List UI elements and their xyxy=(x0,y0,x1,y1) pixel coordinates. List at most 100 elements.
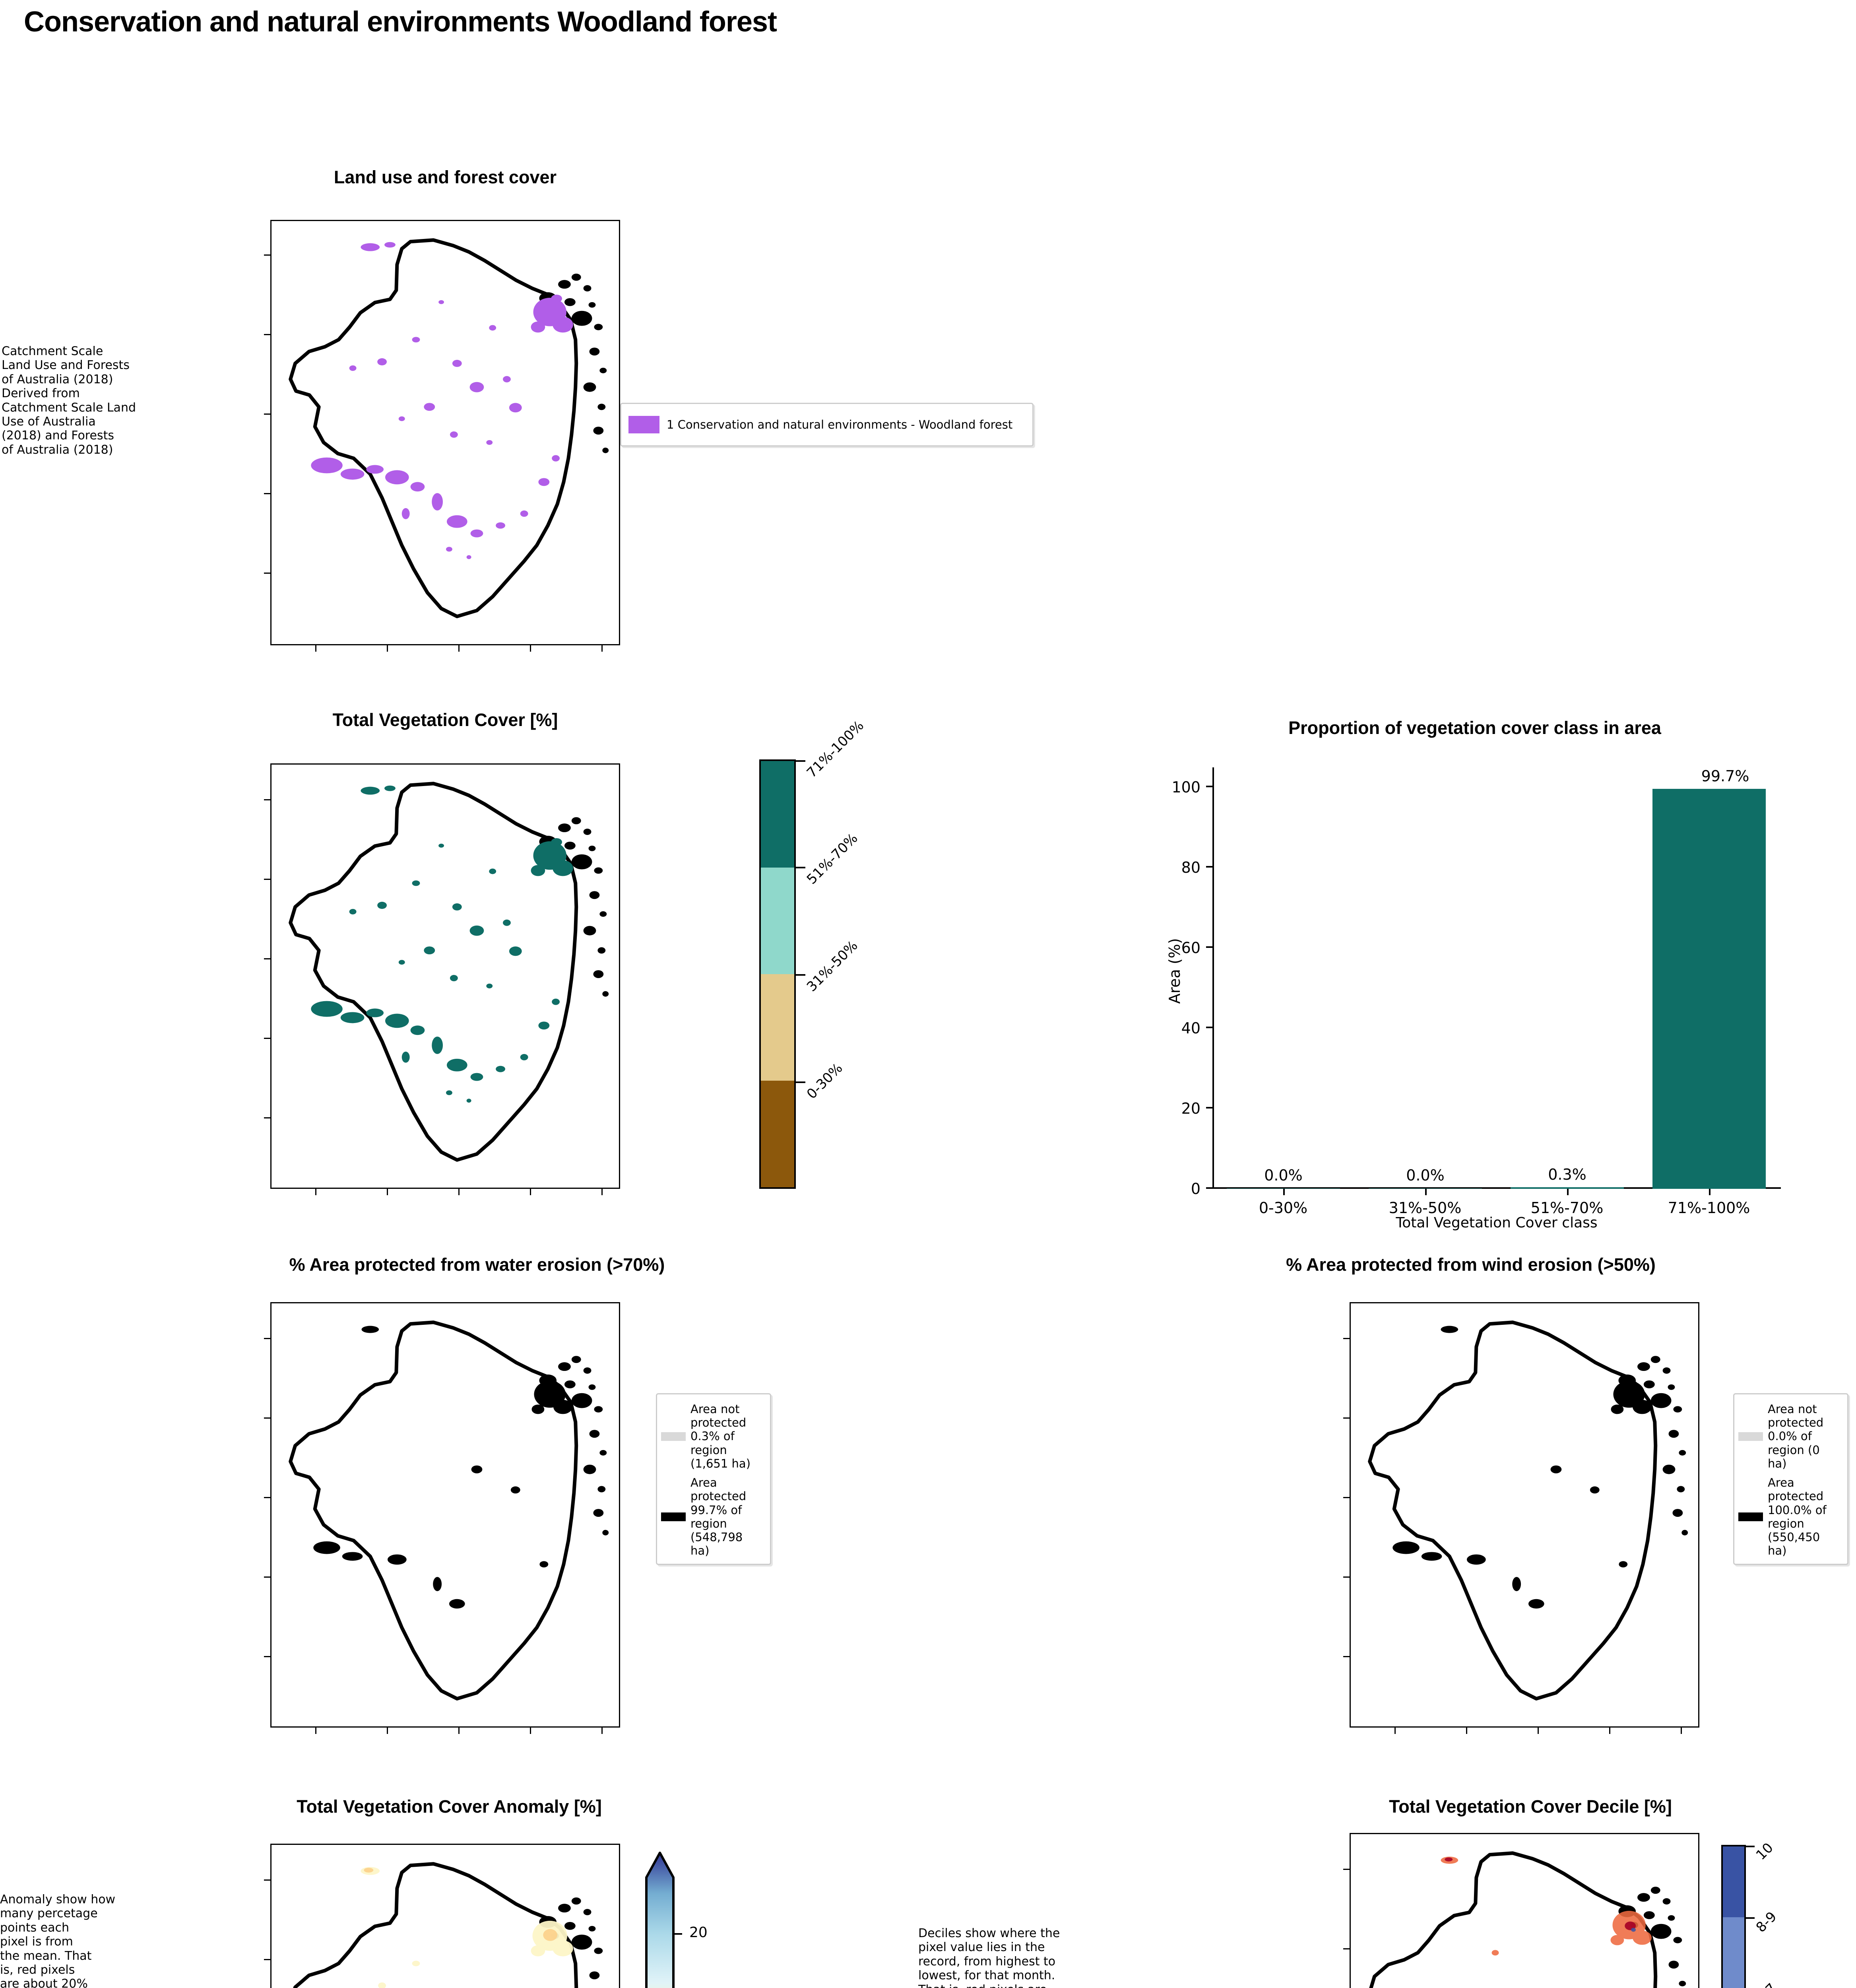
map-tick xyxy=(264,1038,270,1039)
decile-colorbar-label-8-9: 8-9 xyxy=(1753,1908,1780,1936)
water-erosion-map[interactable] xyxy=(270,1302,620,1728)
anomaly-note: Anomaly show how many percetage points e… xyxy=(0,1893,116,1988)
colorbar-tick xyxy=(796,1081,805,1083)
landuse-panel-title: Land use and forest cover xyxy=(334,167,557,187)
decile-map-graphic xyxy=(1369,1851,1686,1988)
vegcover-map[interactable] xyxy=(270,763,620,1189)
legend-swatch-not-protected xyxy=(661,1432,686,1441)
bar-0[interactable] xyxy=(1227,1188,1340,1189)
y-tick xyxy=(1206,786,1212,787)
barchart-plot[interactable]: 0 20 40 60 80 100 0-30% 31%-50% 51%-70% … xyxy=(1171,767,1781,1217)
map-tick xyxy=(1343,1497,1350,1498)
decile-colorbar[interactable] xyxy=(1721,1845,1746,1988)
bar-1[interactable] xyxy=(1369,1188,1482,1189)
map-tick xyxy=(458,645,460,652)
landuse-legend-label: 1 Conservation and natural environments … xyxy=(667,417,1013,431)
map-tick xyxy=(315,1189,316,1195)
map-tick xyxy=(264,958,270,959)
wind-erosion-map[interactable] xyxy=(1350,1302,1699,1728)
landuse-map[interactable] xyxy=(270,220,620,645)
bar-value-label-0: 0.0% xyxy=(1264,1167,1303,1184)
map-tick xyxy=(264,1117,270,1118)
decile-map[interactable] xyxy=(1350,1833,1699,1988)
anomaly-colorbar-graphic xyxy=(645,1852,675,1988)
map-tick xyxy=(601,1728,603,1734)
legend-row-not-protected: Area not protected 0.3% of region (1,651… xyxy=(661,1402,764,1470)
bar-value-label-3: 99.7% xyxy=(1701,767,1749,785)
wind-erosion-legend[interactable]: Area not protected 0.0% of region (0 ha)… xyxy=(1733,1393,1848,1565)
legend-text-protected: Area protected 100.0% of region (550,450… xyxy=(1768,1476,1827,1558)
x-tick-label-0: 0-30% xyxy=(1259,1199,1308,1217)
landuse-source-note: Catchment Scale Land Use and Forests of … xyxy=(2,344,136,457)
map-tick xyxy=(530,1189,531,1195)
water-erosion-legend[interactable]: Area not protected 0.3% of region (1,651… xyxy=(656,1393,771,1565)
map-tick xyxy=(601,645,603,652)
legend-text-not-protected: Area not protected 0.0% of region (0 ha) xyxy=(1768,1402,1824,1470)
y-tick-label-0: 0 xyxy=(1191,1180,1200,1198)
colorbar-tick xyxy=(673,1933,682,1935)
vegcover-colorbar-segment-0-30 xyxy=(761,1081,794,1187)
colorbar-tick xyxy=(796,867,805,868)
map-tick xyxy=(1538,1728,1539,1734)
anomaly-map[interactable] xyxy=(270,1844,620,1988)
y-tick xyxy=(1206,866,1212,868)
legend-row-protected: Area protected 99.7% of region (548,798 … xyxy=(661,1476,764,1557)
landuse-legend[interactable]: 1 Conservation and natural environments … xyxy=(620,403,1034,447)
vegcover-colorbar-segment-71-100 xyxy=(761,761,794,868)
landuse-map-graphic xyxy=(289,238,609,618)
decile-colorbar-label-4-7: 4-7 xyxy=(1753,1980,1780,1988)
bar-2[interactable] xyxy=(1511,1187,1624,1189)
colorbar-tick xyxy=(1746,1917,1755,1919)
bar-value-label-1: 0.0% xyxy=(1406,1167,1445,1184)
map-tick xyxy=(264,414,270,415)
map-tick xyxy=(315,645,316,652)
anomaly-colorbar-label-20: 20 xyxy=(689,1924,708,1941)
decile-colorbar-segment-10 xyxy=(1723,1846,1744,1917)
legend-swatch-protected xyxy=(661,1512,686,1521)
map-tick xyxy=(1609,1728,1610,1734)
map-tick xyxy=(264,1959,270,1960)
decile-note: Deciles show where the pixel value lies … xyxy=(918,1926,1060,1988)
map-tick xyxy=(530,645,531,652)
bar-3[interactable] xyxy=(1652,789,1766,1189)
y-tick xyxy=(1206,1027,1212,1028)
map-tick xyxy=(1343,1338,1350,1339)
colorbar-tick xyxy=(796,760,805,762)
water-erosion-title: % Area protected from water erosion (>70… xyxy=(289,1254,665,1275)
x-tick-label-3: 71%-100% xyxy=(1668,1199,1750,1217)
legend-swatch-not-protected xyxy=(1738,1432,1763,1441)
x-tick-label-2: 51%-70% xyxy=(1530,1199,1604,1217)
map-tick xyxy=(264,1656,270,1657)
barchart-x-axis-label: Total Vegetation Cover class xyxy=(1396,1215,1598,1231)
map-tick xyxy=(1343,1869,1350,1870)
map-tick xyxy=(264,799,270,800)
page-title: Conservation and natural environments Wo… xyxy=(24,6,777,38)
map-tick xyxy=(601,1189,603,1195)
x-tick xyxy=(1283,1189,1285,1195)
barchart-y-axis-label: Area (%) xyxy=(1166,938,1183,1004)
legend-swatch-protected xyxy=(1738,1512,1763,1521)
map-tick xyxy=(264,573,270,574)
map-tick xyxy=(264,1576,270,1578)
vegcover-colorbar[interactable] xyxy=(759,759,796,1189)
vegcover-colorbar-segment-31-50 xyxy=(761,974,794,1081)
legend-text-protected: Area protected 99.7% of region (548,798 … xyxy=(690,1476,747,1558)
vegcover-colorbar-label-1: 51%-70% xyxy=(803,830,861,888)
map-tick xyxy=(458,1728,460,1734)
map-tick xyxy=(530,1728,531,1734)
vegcover-map-graphic xyxy=(289,782,609,1162)
y-tick xyxy=(1206,946,1212,948)
map-tick xyxy=(1343,1656,1350,1657)
vegcover-colorbar-label-2: 31%-50% xyxy=(803,938,861,995)
anomaly-colorbar[interactable] xyxy=(639,1849,687,1988)
colorbar-tick xyxy=(1746,1846,1755,1847)
x-tick xyxy=(1567,1189,1569,1195)
map-tick xyxy=(264,1879,270,1881)
map-tick xyxy=(264,334,270,335)
y-tick-label-60: 60 xyxy=(1181,939,1200,957)
colorbar-tick xyxy=(796,974,805,976)
map-tick xyxy=(315,1728,316,1734)
y-tick-label-100: 100 xyxy=(1171,779,1200,796)
map-tick xyxy=(387,1728,388,1734)
map-tick xyxy=(1343,1576,1350,1578)
